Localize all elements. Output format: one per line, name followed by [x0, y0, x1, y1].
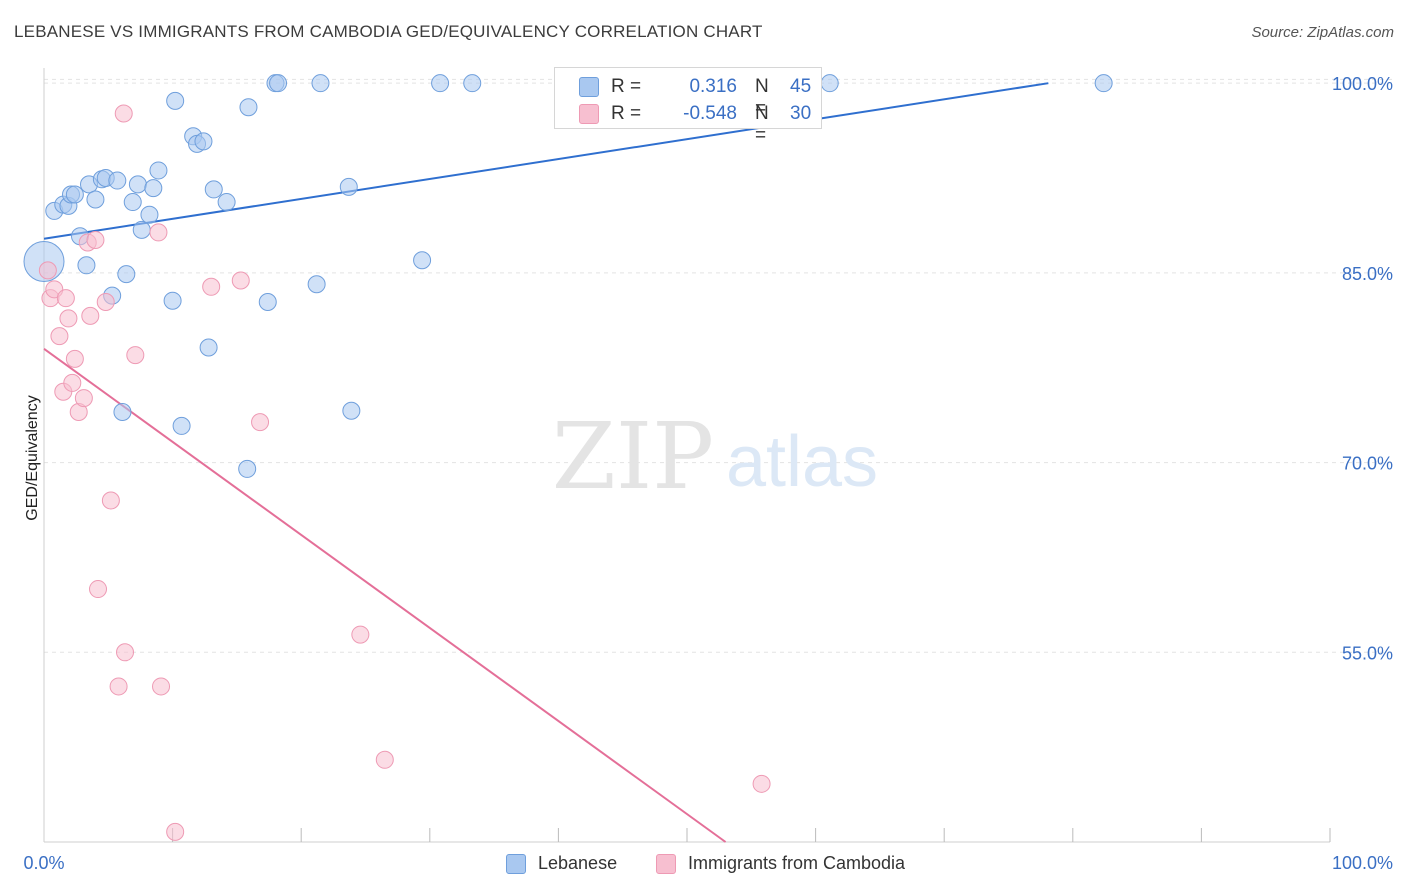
point-cambodia [126, 346, 145, 365]
point-lebanese [65, 185, 84, 204]
point-lebanese [128, 175, 147, 194]
correlation-legend: R = 0.316 N = 45 R = -0.548 N = 30 [554, 67, 822, 146]
point-lebanese [132, 220, 151, 239]
point-lebanese [339, 177, 358, 196]
y-tick-label: 55.0% [1342, 643, 1393, 663]
point-cambodia [59, 309, 78, 328]
point-cambodia [116, 643, 135, 662]
trend-line-cambodia [43, 347, 727, 843]
point-lebanese [149, 161, 168, 180]
legend-swatch-blue [506, 854, 526, 874]
point-lebanese [238, 459, 257, 478]
point-lebanese [108, 171, 127, 190]
r-label: R = [611, 103, 642, 124]
point-cambodia [109, 677, 128, 696]
point-lebanese [269, 74, 288, 93]
point-cambodia [65, 349, 84, 368]
legend-label: Immigrants from Cambodia [688, 853, 906, 873]
point-cambodia [96, 292, 115, 311]
point-cambodia [114, 104, 133, 123]
point-lebanese [311, 74, 330, 93]
point-lebanese [123, 193, 142, 212]
point-cambodia [231, 271, 250, 290]
point-lebanese [144, 179, 163, 198]
point-lebanese [820, 74, 839, 93]
point-cambodia [152, 677, 171, 696]
r-value: 0.316 [689, 76, 737, 97]
y-tick-label: 70.0% [1342, 454, 1393, 474]
data-points [23, 74, 1113, 841]
r-label: R = [611, 76, 642, 97]
point-cambodia [351, 625, 370, 644]
point-lebanese [163, 291, 182, 310]
point-lebanese [431, 74, 450, 93]
y-axis-label: GED/Equivalency [24, 395, 41, 520]
x-tick-label: 100.0% [1332, 853, 1393, 873]
point-cambodia [251, 413, 270, 432]
x-tick-label: 0.0% [23, 853, 64, 873]
point-cambodia [752, 774, 771, 793]
trend-line-lebanese [43, 82, 1049, 240]
point-cambodia [81, 306, 100, 325]
point-lebanese [199, 338, 218, 357]
point-lebanese [113, 403, 132, 421]
point-cambodia [74, 389, 93, 408]
n-value: 45 [790, 76, 812, 97]
chart-title: LEBANESE VS IMMIGRANTS FROM CAMBODIA GED… [14, 22, 763, 41]
point-lebanese [140, 205, 159, 224]
point-lebanese [463, 74, 482, 93]
y-tick-label: 100.0% [1332, 74, 1393, 94]
point-cambodia [166, 822, 185, 841]
legend-label: Lebanese [538, 853, 618, 873]
point-lebanese [77, 256, 96, 275]
point-cambodia [63, 373, 82, 392]
watermark-atlas: atlas [726, 422, 878, 502]
n-label: N = [755, 103, 769, 146]
watermark-zip: ZIP [552, 403, 714, 510]
tick-labels: 55.0% 70.0% 85.0% 100.0% 0.0% 100.0% [23, 74, 1393, 873]
trend-lines [43, 82, 1049, 843]
point-lebanese [194, 132, 213, 151]
grid-lines [44, 78, 1394, 653]
source-label: Source: ZipAtlas.com [1251, 24, 1394, 41]
point-cambodia [56, 289, 75, 308]
legend-swatch-pink [579, 104, 599, 124]
point-lebanese [217, 193, 236, 212]
n-value: 30 [790, 103, 812, 124]
point-cambodia [86, 231, 105, 249]
r-value: -0.548 [683, 103, 737, 124]
point-cambodia [375, 750, 394, 769]
point-lebanese [307, 275, 326, 294]
series-legend: Lebanese Immigrants from Cambodia [0, 852, 1406, 878]
point-lebanese [239, 98, 258, 117]
point-lebanese [258, 292, 277, 311]
point-lebanese [86, 190, 105, 209]
legend-swatch-blue [579, 77, 599, 97]
point-cambodia [149, 223, 168, 242]
axes [43, 68, 1331, 843]
point-cambodia [38, 261, 57, 280]
legend-swatch-pink [656, 854, 676, 874]
point-cambodia [50, 327, 69, 346]
point-lebanese [342, 401, 361, 420]
point-lebanese [117, 265, 136, 284]
point-cambodia [101, 491, 120, 510]
point-lebanese [204, 180, 223, 199]
point-lebanese [413, 251, 432, 270]
point-lebanese [1094, 74, 1113, 93]
point-lebanese [166, 91, 185, 110]
point-lebanese [172, 416, 191, 435]
point-cambodia [202, 277, 221, 296]
point-cambodia [89, 580, 108, 599]
y-tick-label: 85.0% [1342, 264, 1393, 284]
n-label: N = [755, 76, 769, 119]
